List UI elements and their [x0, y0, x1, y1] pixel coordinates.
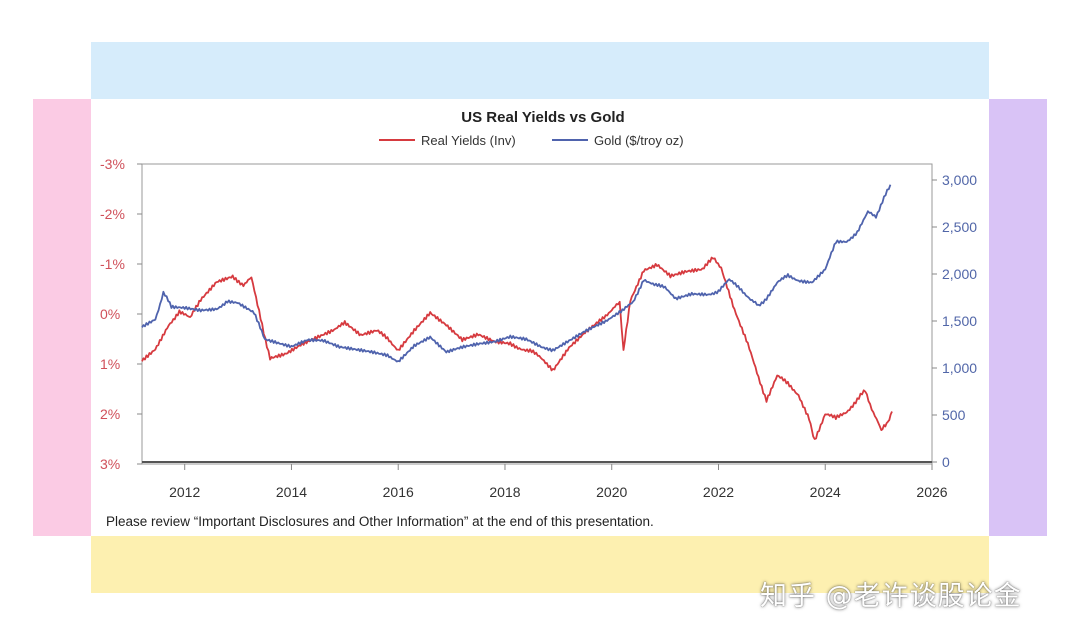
chart-title: US Real Yields vs Gold [461, 109, 624, 126]
disclaimer-text: Please review “Important Disclosures and… [106, 514, 654, 529]
y-right-tick-label: 2,500 [942, 219, 977, 235]
y-left-tick-label: -2% [100, 206, 125, 222]
x-tick-label: 2018 [489, 484, 520, 500]
y-right-tick-label: 2,000 [942, 266, 977, 282]
y-left-tick-label: 0% [100, 306, 120, 322]
x-tick-label: 2016 [383, 484, 414, 500]
chart: US Real Yields vs Gold Real Yields (Inv)… [100, 109, 977, 500]
y-left-tick-label: -3% [100, 156, 125, 172]
x-axis: 2012 2014 2016 2018 2020 2022 2024 2026 [169, 464, 948, 500]
y-left-tick-label: 1% [100, 356, 120, 372]
legend: Real Yields (Inv) Gold ($/troy oz) [379, 133, 684, 148]
bottom-color-band [91, 536, 989, 593]
right-color-band [989, 99, 1047, 536]
x-tick-label: 2014 [276, 484, 307, 500]
x-tick-label: 2020 [596, 484, 627, 500]
y-right-tick-label: 500 [942, 407, 966, 423]
watermark: 知乎 @老许谈股论金 [760, 581, 1022, 612]
top-color-band [91, 42, 989, 99]
y-left-tick-label: -1% [100, 256, 125, 272]
y-left-tick-label: 2% [100, 406, 120, 422]
series-line-real-yields [141, 256, 893, 440]
y-axis-left: -3% -2% -1% 0% 1% 2% 3% [100, 156, 142, 472]
x-tick-label: 2026 [916, 484, 947, 500]
legend-label-gold: Gold ($/troy oz) [594, 133, 684, 148]
y-right-tick-label: 1,500 [942, 313, 977, 329]
x-tick-label: 2022 [703, 484, 734, 500]
legend-label-real-yields: Real Yields (Inv) [421, 133, 516, 148]
series-line-gold [141, 184, 892, 363]
y-axis-right: 0 500 1,000 1,500 2,000 2,500 3,000 [932, 172, 977, 470]
left-color-band [33, 99, 91, 536]
y-right-tick-label: 3,000 [942, 172, 977, 188]
x-tick-label: 2012 [169, 484, 200, 500]
y-left-tick-label: 3% [100, 456, 120, 472]
y-right-tick-label: 0 [942, 454, 950, 470]
chart-panel: US Real Yields vs Gold Real Yields (Inv)… [91, 99, 989, 536]
y-right-tick-label: 1,000 [942, 360, 977, 376]
x-tick-label: 2024 [810, 484, 841, 500]
